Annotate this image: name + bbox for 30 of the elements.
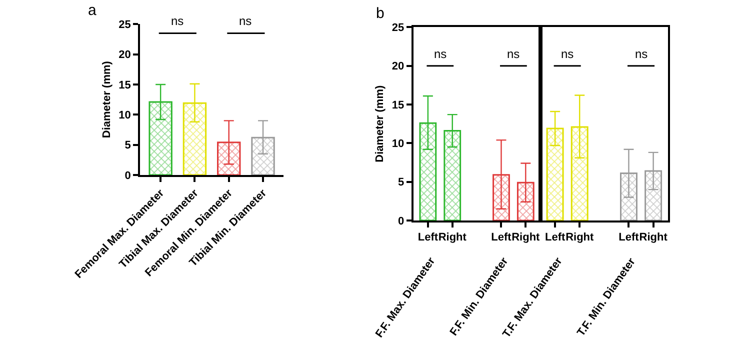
y-tick-label: 25	[392, 22, 404, 34]
y-tick-label: 5	[398, 176, 404, 189]
chart-title: a	[88, 2, 97, 19]
annotation: ns	[434, 47, 447, 61]
x-tick-label: Left	[544, 232, 566, 244]
x-tick-label: Right	[438, 232, 467, 244]
annotation: ns	[561, 47, 574, 61]
x-tick-label: Right	[639, 232, 668, 244]
x-tick-label: Right	[566, 232, 594, 244]
x-tick-label: Left	[491, 232, 512, 244]
y-tick-label: 5	[124, 140, 131, 152]
annotation: ns	[635, 47, 648, 61]
y-tick-label: 20	[118, 49, 131, 62]
x-tick-label: Right	[512, 232, 540, 244]
x-tick-label: Left	[418, 232, 438, 244]
y-tick-label: 0	[124, 170, 131, 182]
annotation: ns	[171, 14, 184, 28]
annotation: ns	[507, 47, 520, 61]
y-tick-label: 10	[392, 138, 404, 150]
y-tick-label: 20	[392, 60, 404, 73]
y-tick-label: 10	[118, 109, 131, 122]
y-tick-label: 15	[392, 99, 404, 112]
x-tick-label: Left	[618, 232, 640, 244]
y-axis-title: Diameter (mm)	[100, 60, 113, 138]
y-tick-label: 15	[118, 79, 131, 92]
chart-title: b	[376, 5, 384, 22]
annotation: ns	[239, 14, 252, 28]
y-tick-label: 0	[398, 215, 404, 228]
y-tick-label: 25	[118, 19, 131, 31]
y-axis-title: Diameter (mm)	[374, 85, 386, 162]
